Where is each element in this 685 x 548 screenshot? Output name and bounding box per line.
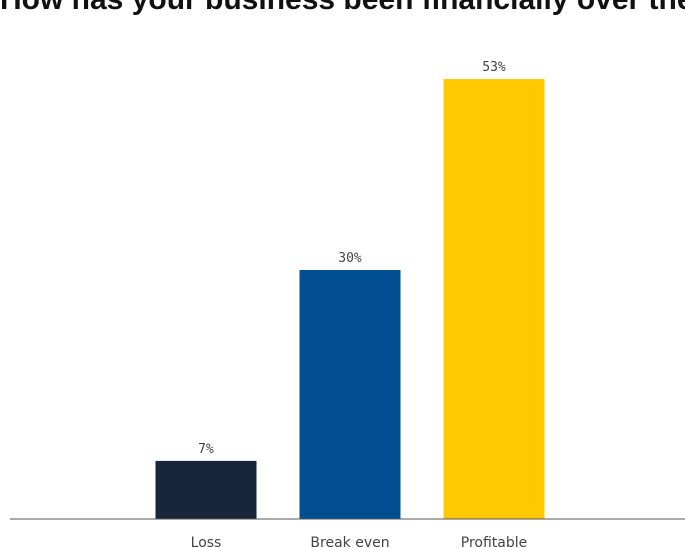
value-label: 7%: [198, 442, 214, 457]
bars-group: [155, 79, 545, 519]
bar-loss: [155, 460, 257, 519]
category-label: Loss: [191, 535, 222, 548]
bar-break-even: [299, 270, 401, 519]
chart-title: How has your business been financially o…: [0, 0, 685, 18]
value-label: 30%: [338, 251, 362, 266]
category-label: Break even: [310, 535, 389, 548]
category-labels-group: Loss Break even Profitable: [191, 535, 528, 548]
value-labels-group: 7% 30% 53%: [198, 60, 506, 457]
bar-profitable: [443, 79, 545, 519]
value-label: 53%: [482, 60, 506, 75]
category-label: Profitable: [461, 535, 528, 548]
